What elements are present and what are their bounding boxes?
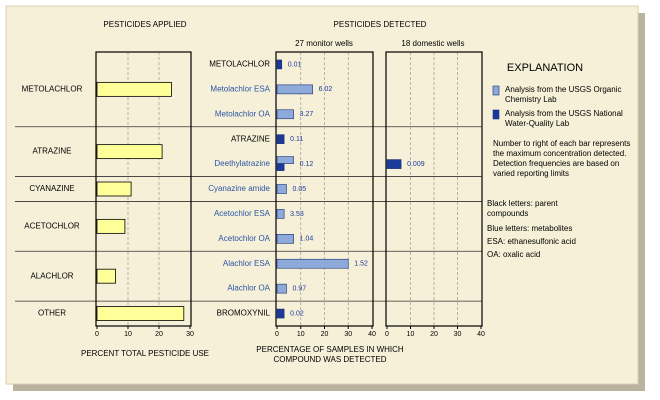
- bar: [276, 84, 313, 95]
- y-tick-label: BROMOXYNIL: [217, 309, 271, 318]
- bar-annotation: 1.04: [300, 236, 314, 243]
- bar: [276, 258, 349, 269]
- bar: [276, 109, 294, 120]
- y-tick-label: Acetochlor OA: [218, 234, 270, 243]
- note: Blue letters: metabolites: [487, 224, 573, 233]
- bar-annotation: 0.97: [293, 285, 307, 292]
- x-tick-label: 0: [275, 331, 279, 338]
- bar-annotation: 6.02: [319, 86, 333, 93]
- y-tick-label: ALACHLOR: [30, 271, 73, 280]
- y-tick-label: Alachlor OA: [227, 284, 270, 293]
- bar: [276, 209, 285, 219]
- y-tick-label: Metolachlor OA: [215, 109, 271, 118]
- y-tick-label: METOLACHLOR: [22, 84, 83, 93]
- bar: [386, 159, 402, 169]
- y-tick-label: CYANAZINE: [29, 184, 74, 193]
- plot-frame: [95, 51, 192, 327]
- x-tick-label: 10: [297, 331, 305, 338]
- y-tick-label: OTHER: [38, 309, 66, 318]
- x-tick-label: 40: [477, 331, 485, 338]
- bar: [96, 81, 172, 97]
- x-tick-label: 20: [321, 331, 329, 338]
- bar-annotation: 0.12: [300, 161, 314, 168]
- note: ESA: ethanesulfonic acid: [487, 237, 576, 246]
- plot-frame: [275, 51, 374, 327]
- x-tick-label: 20: [155, 331, 163, 338]
- legend-title: EXPLANATION: [507, 62, 583, 74]
- y-tick-label: Alachlor ESA: [223, 259, 271, 268]
- bar: [276, 184, 287, 194]
- bar: [276, 234, 294, 244]
- x-axis-label: PERCENT TOTAL PESTICIDE USE: [81, 349, 209, 358]
- bar-annotation: 0.01: [288, 61, 302, 68]
- legend-swatch: [492, 85, 500, 96]
- y-tick-label: Cyanazine amide: [208, 184, 270, 193]
- bar-annotation: 1.52: [354, 261, 368, 268]
- subtitle: 27 monitor wells: [295, 39, 353, 48]
- x-tick-label: 30: [454, 331, 462, 338]
- bar: [276, 156, 294, 164]
- legend-swatch: [492, 109, 500, 120]
- x-tick-label: 30: [186, 331, 194, 338]
- bar: [96, 144, 163, 160]
- x-tick-label: 0: [385, 331, 389, 338]
- y-tick-label: ATRAZINE: [231, 134, 270, 143]
- bar: [276, 59, 283, 70]
- note: Black letters: parent compounds: [487, 199, 558, 218]
- y-tick-label: METOLACHLOR: [209, 60, 270, 69]
- bar: [96, 181, 132, 197]
- bar: [276, 283, 287, 294]
- title: PESTICIDES DETECTED: [334, 20, 427, 29]
- subtitle: 18 domestic wells: [401, 39, 464, 48]
- bar-annotation: 0.05: [293, 186, 307, 193]
- x-tick-label: 30: [344, 331, 352, 338]
- x-tick-label: 40: [368, 331, 376, 338]
- plot-frame: [385, 51, 483, 327]
- bar-annotation: 3.53: [290, 211, 304, 218]
- y-tick-label: ATRAZINE: [33, 147, 72, 156]
- bar-annotation: 0.11: [290, 136, 303, 143]
- bar: [276, 163, 285, 171]
- title: PESTICIDES APPLIED: [103, 20, 186, 29]
- bar-annotation: 3.27: [300, 111, 314, 118]
- bar: [96, 218, 126, 234]
- x-tick-label: 10: [407, 331, 415, 338]
- y-tick-label: Acetochlor ESA: [214, 209, 271, 218]
- y-tick-label: Deethylatrazine: [214, 159, 270, 168]
- note: OA: oxalic acid: [487, 250, 541, 259]
- legend-label: Analysis from the USGS National Water-Qu…: [505, 109, 623, 128]
- x-tick-label: 0: [95, 331, 99, 338]
- bar: [276, 134, 285, 144]
- x-tick-label: 20: [430, 331, 438, 338]
- y-tick-label: ACETOCHLOR: [24, 221, 80, 230]
- bar: [276, 308, 285, 319]
- x-tick-label: 10: [124, 331, 132, 338]
- bar: [96, 306, 185, 321]
- bar: [96, 268, 117, 284]
- bar-annotation: 0.009: [407, 161, 425, 168]
- note: Number to right of each bar represents t…: [493, 139, 631, 178]
- x-axis-label: PERCENTAGE OF SAMPLES IN WHICH COMPOUND …: [256, 345, 404, 364]
- y-tick-label: Metolachlor ESA: [210, 84, 270, 93]
- bar-annotation: 0.02: [290, 310, 304, 317]
- legend-label: Analysis from the USGS Organic Chemistry…: [505, 85, 622, 104]
